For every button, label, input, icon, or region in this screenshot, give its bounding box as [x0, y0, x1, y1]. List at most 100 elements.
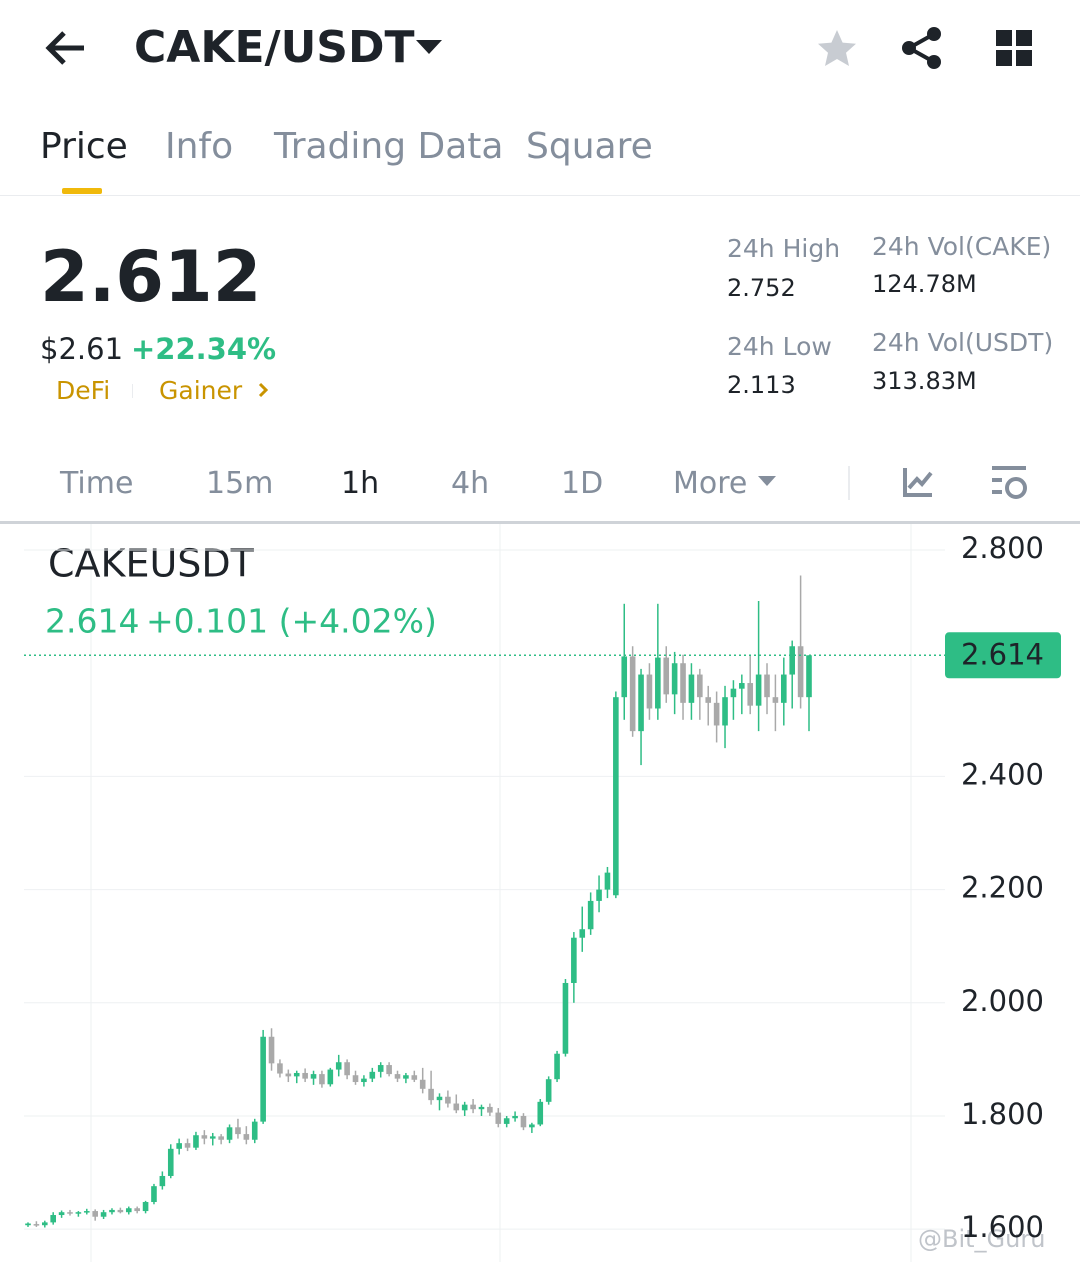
interval[interactable]: 4h: [451, 466, 490, 501]
candle-body: [629, 656, 636, 732]
candle-body: [697, 674, 703, 698]
candle-body: [117, 1209, 124, 1213]
last-price: 2.612: [40, 236, 262, 318]
candle-body: [604, 872, 611, 890]
tab[interactable]: Square: [526, 126, 653, 167]
candle-body: [41, 1222, 48, 1226]
candle-body: [293, 1072, 300, 1077]
interval[interactable]: Time: [60, 466, 134, 501]
share-icon[interactable]: [900, 26, 944, 70]
y-tick-label: 1.800: [961, 1097, 1044, 1131]
candle-body: [319, 1074, 325, 1085]
candle-body: [755, 674, 762, 706]
candle-body: [277, 1063, 283, 1074]
candle-body: [251, 1121, 258, 1140]
candle-body: [428, 1088, 434, 1101]
candle-body: [75, 1212, 82, 1214]
candle-body: [50, 1215, 56, 1223]
candle-body: [218, 1136, 224, 1140]
stat-value: 313.83M: [872, 367, 977, 395]
candle-body: [386, 1065, 392, 1075]
candle-body: [680, 663, 686, 703]
candle-body: [445, 1096, 451, 1104]
indicator-icon[interactable]: [902, 466, 934, 498]
candle-body: [201, 1135, 208, 1139]
candle-body: [579, 929, 586, 938]
tag[interactable]: DeFi: [56, 376, 111, 405]
candle-body: [134, 1208, 140, 1212]
divider: [0, 521, 1080, 524]
tag[interactable]: Gainer: [159, 376, 243, 405]
candle-body: [209, 1136, 216, 1139]
candle-body: [739, 683, 745, 689]
tab[interactable]: Price: [40, 126, 128, 167]
candle-body: [159, 1175, 166, 1187]
stat-value: 124.78M: [872, 270, 977, 298]
candle-body: [789, 646, 796, 675]
candle-body: [411, 1075, 418, 1080]
stat-value: 2.113: [727, 371, 796, 399]
candle-body: [419, 1079, 426, 1089]
stat-label: 24h High: [727, 234, 841, 263]
y-tick-label: 2.000: [961, 984, 1044, 1018]
candle-body: [167, 1148, 174, 1176]
candle-body: [621, 656, 628, 698]
chart-title: CAKEUSDT: [48, 542, 255, 586]
candle-body: [478, 1106, 485, 1110]
candle-body: [613, 697, 619, 896]
interval[interactable]: 1D: [561, 466, 604, 501]
star-icon[interactable]: [816, 28, 858, 68]
candle-body: [335, 1062, 342, 1070]
candle-body: [806, 655, 812, 698]
candle-body: [646, 674, 653, 709]
more-dropdown[interactable]: [758, 476, 776, 488]
candle-body: [260, 1036, 266, 1122]
candle-body: [545, 1079, 552, 1102]
candle-body: [235, 1127, 241, 1135]
candle-body: [142, 1202, 149, 1212]
y-tick-label: 2.200: [961, 871, 1044, 905]
interval[interactable]: 15m: [206, 466, 274, 501]
y-tick-label: 2.800: [961, 531, 1044, 565]
candle-body: [638, 674, 644, 732]
tag-separator: [132, 384, 133, 398]
grid-icon[interactable]: [996, 30, 1034, 68]
candle-body: [302, 1072, 308, 1079]
candle-body: [453, 1103, 460, 1111]
settings-icon[interactable]: [990, 464, 1030, 502]
tab[interactable]: Info: [165, 126, 234, 167]
candle-body: [587, 900, 594, 930]
candle-body: [764, 674, 770, 698]
tab[interactable]: Trading Data: [274, 126, 504, 167]
candle-body: [747, 683, 754, 706]
tab-indicator: [62, 188, 102, 194]
candle-body: [512, 1115, 518, 1119]
chart-close: 2.614: [45, 602, 139, 641]
candle-body: [487, 1106, 493, 1113]
candle-body: [352, 1075, 359, 1083]
candle-body: [663, 657, 670, 695]
stat-value: 2.752: [727, 274, 796, 302]
candle-body: [562, 982, 569, 1054]
candle-body: [151, 1186, 157, 1203]
interval[interactable]: 1h: [341, 466, 380, 501]
candle-body: [495, 1112, 502, 1124]
candle-body: [377, 1065, 384, 1072]
tag-arrow[interactable]: [258, 382, 270, 398]
y-tick-label: 1.600: [961, 1210, 1044, 1244]
pair-dropdown[interactable]: [416, 40, 442, 56]
candle-body: [797, 646, 804, 698]
divider: [0, 195, 1080, 196]
pair-title[interactable]: CAKE/USDT: [134, 22, 415, 73]
candle-body: [83, 1211, 90, 1213]
candle-body: [688, 674, 695, 703]
candle-body: [125, 1208, 132, 1213]
interval[interactable]: More: [673, 466, 748, 501]
candle-body: [655, 657, 661, 709]
candle-body: [722, 697, 728, 726]
back-button[interactable]: [44, 28, 88, 68]
stat-label: 24h Vol(USDT): [872, 328, 1054, 357]
candle-body: [92, 1211, 98, 1217]
candle-body: [596, 889, 602, 901]
